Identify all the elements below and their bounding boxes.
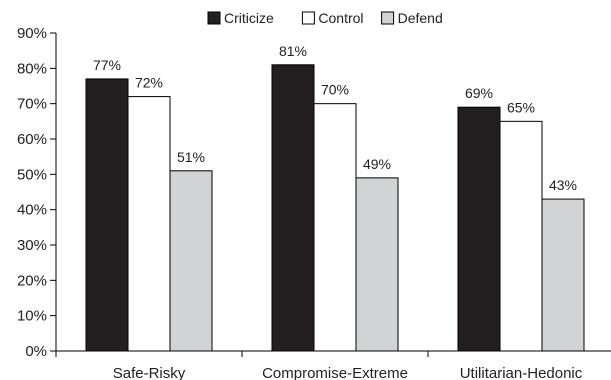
y-tick-label: 50% bbox=[17, 166, 47, 183]
bar-series bbox=[85, 64, 585, 352]
data-label: 72% bbox=[135, 75, 163, 91]
bar-control bbox=[313, 103, 357, 352]
data-label: 81% bbox=[279, 43, 307, 59]
legend-swatch-control bbox=[301, 11, 315, 25]
data-label: 43% bbox=[549, 177, 577, 193]
y-tick-label: 90% bbox=[17, 25, 47, 42]
legend: Criticize Control Defend bbox=[207, 10, 443, 26]
bar-criticize bbox=[85, 78, 129, 352]
y-axis: 0% 10% 20% 30% 40% 50% 60% 70% 80% 90% bbox=[17, 25, 57, 360]
bar-control bbox=[127, 96, 171, 352]
y-tick-label: 40% bbox=[17, 202, 47, 219]
bar-control bbox=[499, 120, 543, 352]
legend-swatch-defend bbox=[381, 11, 395, 25]
y-tick-label: 30% bbox=[17, 237, 47, 254]
legend-label-control: Control bbox=[318, 10, 363, 26]
y-tick-label: 70% bbox=[17, 96, 47, 113]
legend-label-defend: Defend bbox=[398, 10, 443, 26]
x-category-label: Utilitarian-Hedonic bbox=[460, 365, 583, 380]
data-label: 65% bbox=[507, 99, 535, 115]
y-tick-label: 10% bbox=[17, 308, 47, 325]
data-label: 69% bbox=[465, 85, 493, 101]
bar-defend bbox=[541, 198, 585, 352]
data-labels: 77% 72% 51% 81% 70% 49% 69% 65% 43% bbox=[93, 43, 577, 193]
data-label: 51% bbox=[177, 149, 205, 165]
y-tick-label: 60% bbox=[17, 131, 47, 148]
bar-criticize bbox=[457, 106, 501, 352]
data-label: 70% bbox=[321, 82, 349, 98]
bar-defend bbox=[169, 170, 213, 352]
legend-label-criticize: Criticize bbox=[224, 10, 274, 26]
legend-swatch-criticize bbox=[207, 11, 221, 25]
data-label: 49% bbox=[363, 156, 391, 172]
data-label: 77% bbox=[93, 57, 121, 73]
y-tick-label: 20% bbox=[17, 272, 47, 289]
y-tick-label: 0% bbox=[25, 343, 47, 360]
x-axis: Safe-Risky Compromise-Extreme Utilitarian-… bbox=[55, 350, 611, 380]
x-category-label: Safe-Risky bbox=[113, 365, 186, 380]
bar-criticize bbox=[271, 64, 315, 352]
x-category-label: Compromise-Extreme bbox=[262, 365, 408, 380]
bar-defend bbox=[355, 177, 399, 352]
y-tick-label: 80% bbox=[17, 60, 47, 77]
